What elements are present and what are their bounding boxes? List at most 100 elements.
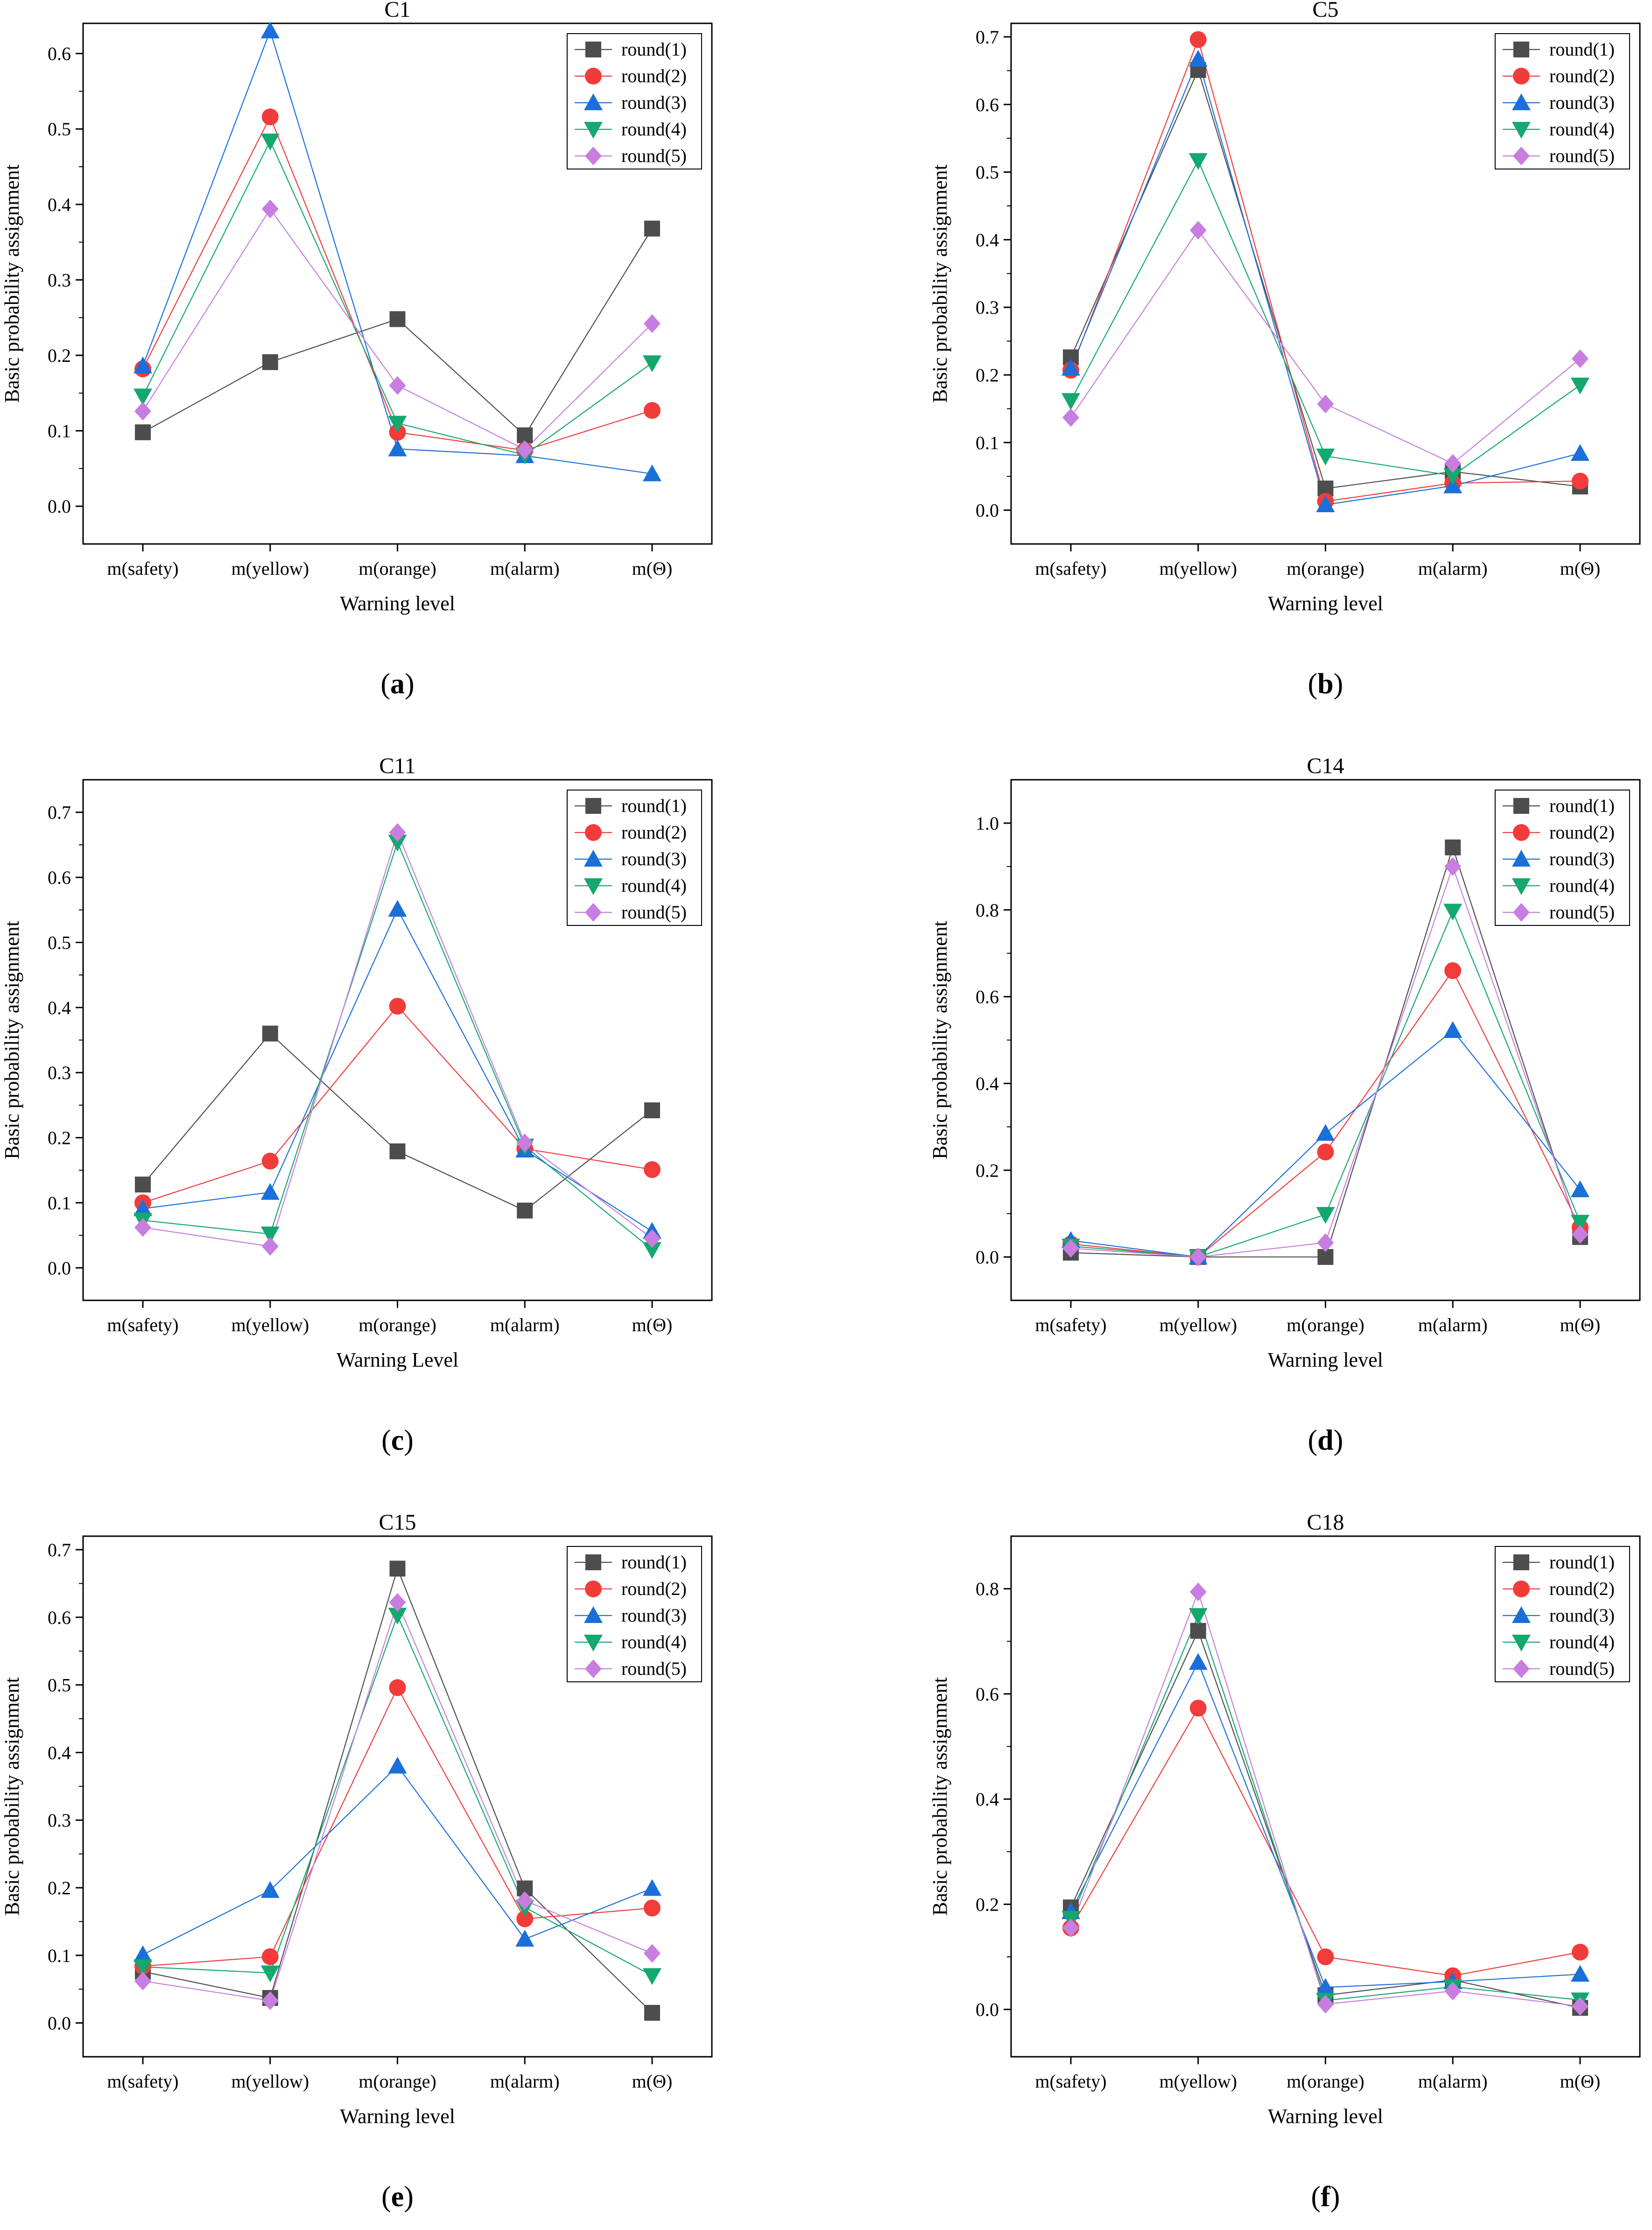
data-point-round1	[1190, 1623, 1206, 1639]
data-point-round5	[261, 199, 279, 219]
data-point-round3	[260, 1881, 280, 1898]
legend-swatch-marker	[1513, 798, 1529, 814]
legend-swatch-marker	[1512, 1635, 1531, 1651]
chart-panel-b: C5 0.0 0.1 0.2 0.3 0.4 0.5 0.6 0.7 m(safety) m(yel…	[928, 0, 1641, 700]
data-point-round3	[1571, 1965, 1589, 1982]
series-line-3	[142, 908, 653, 1232]
chart-panel-c: C11 0.0 0.1 0.2 0.3 0.4 0.5 0.6 0.7 m(safety) m(ye…	[0, 754, 713, 1456]
panel-caption-letter: a	[390, 668, 405, 700]
data-point-round3	[1316, 1978, 1335, 1995]
legend-entry: round(3)	[621, 1605, 687, 1626]
data-point-round2	[644, 1899, 661, 1917]
x-tick-label: m(orange)	[1286, 1314, 1364, 1335]
data-point-round3	[1061, 359, 1080, 376]
data-point-round4	[1571, 377, 1589, 395]
x-tick-label: m(safety)	[107, 1314, 178, 1335]
y-tick-label: 0.1	[976, 432, 999, 453]
series-line-3	[1070, 1661, 1581, 1988]
data-point-round4	[1061, 393, 1080, 410]
y-tick-label: 0.2	[48, 1128, 71, 1149]
legend-swatch-marker	[584, 1606, 603, 1623]
data-point-round3	[388, 439, 407, 457]
data-point-round4	[260, 1226, 280, 1243]
legend-swatch-marker	[585, 824, 602, 841]
chart-title: C5	[1312, 0, 1338, 22]
legend-entry: round(2)	[621, 822, 687, 843]
data-point-round2	[1189, 1700, 1207, 1717]
x-tick-label: m(safety)	[1035, 558, 1106, 579]
data-point-round5	[1189, 221, 1207, 240]
chart-title: C1	[384, 0, 410, 22]
y-tick-label: 0.4	[48, 194, 71, 215]
data-point-round4	[1188, 1608, 1208, 1625]
y-tick-label: 0.6	[976, 94, 999, 115]
data-point-round4	[1316, 1207, 1335, 1224]
chart-panel-e: C15 0.0 0.1 0.2 0.3 0.4 0.5 0.6 0.7 m(safety) m(ye…	[0, 1510, 713, 2213]
data-point-round3	[643, 1879, 661, 1896]
y-tick-label: 0.4	[976, 1789, 999, 1810]
legend-swatch-marker	[1512, 878, 1531, 895]
series-line-4	[142, 140, 653, 456]
panel-caption: (a)	[380, 668, 414, 700]
legend: round(1) round(2) round(3) round(4) round(5)	[1495, 1546, 1630, 1682]
data-point-round5	[1189, 1248, 1207, 1267]
data-point-round2	[1317, 1143, 1334, 1161]
series-line-2	[1070, 1707, 1581, 1976]
x-axis-label: Warning Level	[337, 1348, 459, 1371]
data-point-round2	[516, 1910, 534, 1927]
legend-swatch-marker	[585, 798, 601, 814]
data-point-round3	[643, 464, 661, 481]
x-tick-label: m(safety)	[1035, 2071, 1106, 2092]
y-tick-label: 0.2	[48, 345, 71, 366]
chart-panel-f: C18 0.0 0.2 0.4 0.6 0.8 m(safety) m(yellow) m(or…	[928, 1510, 1641, 2213]
chart-title: C18	[1307, 1510, 1344, 1535]
legend-swatch-marker	[1512, 122, 1531, 139]
data-point-round4	[260, 1965, 280, 1983]
legend-entry: round(1)	[1549, 795, 1615, 816]
legend: round(1) round(2) round(3) round(4) round(5)	[1495, 790, 1630, 926]
data-point-round1	[135, 1176, 151, 1193]
legend-entry: round(5)	[621, 145, 687, 166]
data-point-round5	[134, 402, 151, 421]
x-axis-label: Warning level	[1268, 1348, 1383, 1371]
legend-entry: round(2)	[1549, 822, 1615, 843]
data-point-round5	[516, 440, 534, 459]
panel-caption-letter: f	[1321, 2181, 1331, 2213]
x-tick-label: m(yellow)	[231, 2071, 309, 2092]
data-point-round5	[261, 1237, 279, 1256]
x-tick-label: m(alarm)	[490, 1314, 560, 1335]
data-point-round5	[389, 376, 406, 395]
y-tick-label: 0.4	[48, 997, 71, 1018]
data-point-round2	[1572, 1943, 1589, 1961]
panel-caption-letter: c	[391, 1425, 404, 1456]
legend-entry: round(3)	[1549, 92, 1615, 113]
x-axis-label: Warning level	[1268, 2105, 1383, 2128]
legend-swatch-marker	[1513, 1581, 1530, 1597]
data-point-round2	[389, 998, 406, 1015]
data-point-round4	[643, 1242, 661, 1259]
x-tick-label: m(safety)	[1035, 1314, 1106, 1335]
data-point-round5	[134, 1971, 151, 1990]
legend-entry: round(2)	[1549, 1578, 1615, 1599]
series-line-1	[142, 1032, 653, 1211]
legend-swatch-marker	[585, 147, 602, 165]
legend-entry: round(1)	[621, 1552, 687, 1573]
y-tick-label: 0.7	[48, 802, 71, 823]
legend-swatch-marker	[1512, 1606, 1531, 1623]
data-point-round3	[134, 356, 152, 374]
y-tick-label: 0.2	[976, 1160, 999, 1181]
data-point-round5	[1572, 349, 1589, 368]
y-tick-label: 0.5	[48, 119, 71, 140]
data-point-round2	[644, 402, 661, 419]
chart-panel-d: C14 0.0 0.2 0.4 0.6 0.8 1.0 m(safety) m(yellow) m…	[928, 754, 1641, 1456]
y-tick-label: 0.1	[48, 1945, 71, 1966]
data-point-round5	[1317, 1233, 1334, 1252]
panel-caption-letter: b	[1317, 668, 1333, 700]
data-point-round3	[388, 1757, 407, 1774]
data-point-round3	[1571, 1180, 1589, 1198]
data-point-round4	[1443, 903, 1462, 921]
y-axis-label: Basic probability assignment	[0, 1677, 23, 1916]
x-tick-label: m(alarm)	[1418, 558, 1488, 579]
x-axis-label: Warning level	[1268, 592, 1383, 615]
y-tick-label: 0.3	[48, 1062, 71, 1083]
